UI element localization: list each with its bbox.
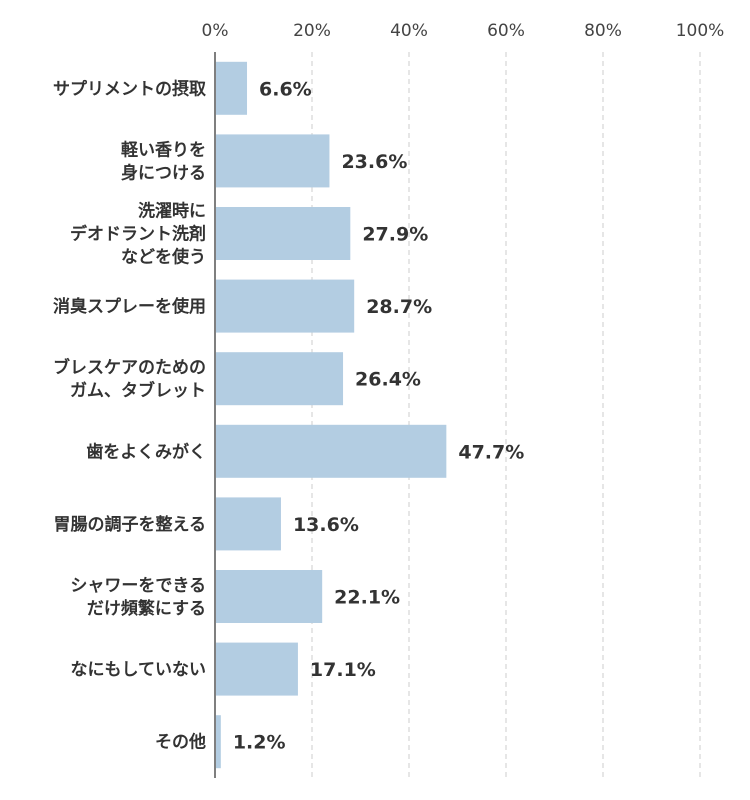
category-label: 軽い香りを <box>121 139 206 160</box>
grid-lines <box>311 52 701 778</box>
x-tick-labels: 0% 20% 40% 60% 80% 100% <box>202 21 725 41</box>
category-label: なにもしていない <box>71 660 207 680</box>
category-labels: サプリメントの摂取軽い香りを身につける洗濯時にデオドラント洗剤などを使う消臭スプ… <box>53 78 206 752</box>
bar <box>216 61 248 115</box>
x-tick-label: 20% <box>293 21 331 41</box>
category-label: シャワーをできる <box>70 576 206 596</box>
category-label: 消臭スプレーを使用 <box>53 296 206 317</box>
category-label: サプリメントの摂取 <box>53 78 206 99</box>
bar <box>216 424 447 478</box>
category-label: などを使う <box>121 247 206 268</box>
bar-value-label: 6.6% <box>259 78 312 100</box>
category-label: 歯をよくみがく <box>86 441 206 462</box>
bar-value-label: 23.6% <box>341 151 407 173</box>
bars <box>216 61 447 769</box>
category-label: 身につける <box>121 162 206 183</box>
category-label: その他 <box>155 732 206 753</box>
bar-value-label: 1.2% <box>233 732 286 754</box>
x-tick-label: 0% <box>202 21 229 41</box>
bar-value-label: 13.6% <box>293 514 359 536</box>
bar <box>216 715 221 769</box>
value-labels: 6.6% 23.6% 27.9% 28.7% 26.4% 47.7% 13.6% 22.1% 1… <box>233 78 524 753</box>
bar-value-label: 22.1% <box>334 587 400 609</box>
category-label: ガム、タブレット <box>70 380 206 401</box>
category-label: ブレスケアのための <box>53 357 206 378</box>
bar-value-label: 27.9% <box>362 224 428 246</box>
bar-value-label: 17.1% <box>310 659 376 681</box>
bar <box>216 207 351 260</box>
x-tick-label: 40% <box>390 21 428 41</box>
x-tick-label: 60% <box>487 21 525 41</box>
category-label: 胃腸の調子を整える <box>54 514 207 535</box>
bar-value-label: 26.4% <box>355 369 421 391</box>
bar-value-label: 28.7% <box>366 296 432 318</box>
bar <box>216 352 344 406</box>
bar-value-label: 47.7% <box>458 441 524 463</box>
bar <box>216 279 355 333</box>
bar <box>216 497 281 551</box>
category-label: 洗濯時に <box>138 201 206 222</box>
x-tick-label: 80% <box>584 21 622 41</box>
bar <box>216 134 330 188</box>
bar <box>216 570 323 623</box>
x-tick-label: 100% <box>676 21 725 41</box>
category-label: だけ頻繁にする <box>87 598 206 619</box>
category-label: デオドラント洗剤 <box>70 224 206 245</box>
bar <box>216 642 298 696</box>
